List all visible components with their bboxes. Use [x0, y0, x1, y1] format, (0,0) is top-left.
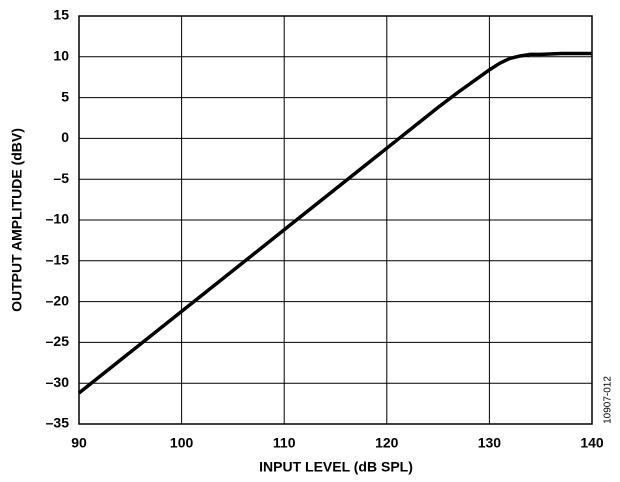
y-tick-label: 5 [61, 88, 69, 104]
y-tick-label: 10 [53, 48, 69, 64]
y-tick-label: –10 [46, 211, 70, 227]
x-tick-label: 140 [580, 435, 604, 451]
x-tick-label: 100 [170, 435, 194, 451]
y-tick-label: –15 [46, 252, 70, 268]
x-tick-label: 110 [273, 435, 296, 451]
y-tick-label: –20 [46, 292, 70, 308]
x-tick-label: 90 [71, 435, 87, 451]
data-line [77, 51, 592, 395]
y-tick-label: –30 [46, 374, 70, 390]
y-tick-label: 0 [61, 129, 69, 145]
x-tick-label: 120 [375, 435, 399, 451]
y-tick-label: –5 [53, 170, 69, 186]
x-tick-label: 130 [478, 435, 502, 451]
plot-frame [78, 15, 593, 425]
figure-id: 10907-012 [603, 376, 614, 424]
y-tick-label: 15 [53, 7, 69, 23]
x-axis-title: INPUT LEVEL (dB SPL) [259, 459, 413, 475]
y-axis-title: OUTPUT AMPLITUDE (dBV) [9, 128, 25, 312]
y-tick-label: –25 [46, 333, 70, 349]
y-tick-label: –35 [46, 415, 70, 431]
